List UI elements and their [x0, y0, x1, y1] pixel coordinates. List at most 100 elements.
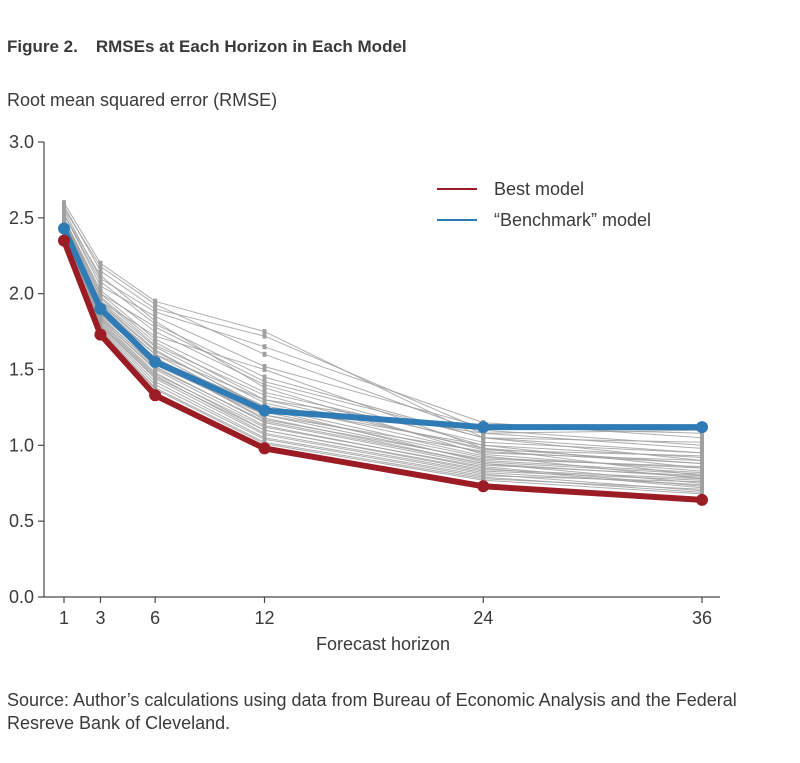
other-model-point [700, 483, 704, 489]
other-model-point [153, 318, 158, 324]
other-model-line [63, 217, 703, 469]
best-model-point [696, 493, 708, 506]
other-model-line [63, 202, 703, 454]
other-model-line [63, 231, 703, 478]
other-model-point [700, 450, 704, 456]
other-model-line [63, 214, 703, 461]
other-model-point [700, 435, 704, 441]
other-model-point [262, 333, 267, 339]
other-model-point [700, 477, 704, 483]
other-model-point [98, 279, 103, 285]
figure-title-text: RMSEs at Each Horizon in Each Model [95, 37, 407, 56]
x-tick-label: 6 [150, 608, 160, 628]
other-model-line [63, 226, 703, 458]
other-model-point [481, 435, 486, 441]
other-model-point [700, 442, 704, 448]
benchmark-model-point [477, 421, 490, 434]
benchmark-model-point [696, 421, 708, 434]
other-model-point [153, 347, 158, 353]
other-model-line [63, 220, 703, 457]
other-model-point [153, 324, 158, 330]
other-model-point [62, 218, 66, 224]
other-model-point [153, 374, 158, 380]
other-model-point [98, 291, 103, 297]
other-model-point [153, 306, 158, 312]
y-tick-label: 3.0 [9, 132, 34, 152]
x-tick-label: 1 [59, 608, 69, 628]
other-model-point [262, 374, 267, 380]
other-model-point [481, 456, 486, 462]
best-model-point [258, 442, 271, 455]
other-model-point [481, 477, 486, 483]
other-model-point [262, 400, 267, 406]
other-model-point [98, 323, 103, 329]
benchmark-model-point [58, 222, 70, 235]
other-model-point [262, 351, 267, 357]
other-model-point [153, 342, 158, 348]
other-model-point [481, 439, 486, 445]
other-model-point [262, 344, 267, 350]
best-model-point [477, 480, 490, 493]
axes: 0.00.51.01.52.02.53.01 3 6 12 24 36 [9, 132, 720, 628]
y-tick-label: 0.0 [9, 587, 34, 607]
other-model-point [62, 212, 66, 218]
best-model-point [149, 389, 162, 402]
other-model-line [63, 232, 703, 487]
other-model-point [481, 442, 486, 448]
other-model-line [63, 205, 703, 446]
legend-label-benchmark: “Benchmark” model [494, 210, 651, 230]
best-model-line [61, 237, 705, 503]
other-model-lines [62, 200, 704, 497]
y-tick-label: 2.0 [9, 284, 34, 304]
other-model-point [262, 379, 267, 385]
other-model-point [153, 313, 158, 319]
other-model-point [153, 371, 158, 377]
other-model-point [153, 379, 158, 385]
y-tick-label: 2.5 [9, 208, 34, 228]
y-tick-label: 1.5 [9, 360, 34, 380]
other-model-line [63, 217, 703, 443]
other-model-point [262, 392, 267, 398]
other-model-point [481, 430, 486, 436]
legend-label-best: Best model [494, 179, 584, 199]
other-model-line [63, 222, 703, 434]
other-model-point [98, 295, 103, 301]
benchmark-model-point [258, 404, 271, 417]
other-model-point [262, 436, 267, 442]
other-model-point [262, 367, 267, 372]
other-model-point [262, 385, 267, 391]
other-model-point [98, 260, 103, 266]
other-model-point [98, 283, 103, 289]
other-model-point [262, 382, 267, 388]
benchmark-model-line [61, 225, 705, 431]
other-model-point [153, 382, 158, 388]
other-model-point [62, 206, 66, 212]
best-model-point [94, 328, 107, 341]
other-model-point [153, 301, 158, 307]
other-model-point [98, 288, 103, 294]
other-model-point [262, 389, 267, 395]
other-model-point [262, 397, 267, 403]
other-model-point [153, 386, 158, 392]
other-model-point [262, 424, 267, 430]
other-model-point [700, 453, 704, 459]
other-model-point [153, 336, 158, 342]
other-model-point [153, 298, 158, 304]
other-model-point [481, 461, 486, 467]
x-tick-label: 12 [254, 608, 274, 628]
other-model-point [481, 451, 486, 457]
x-axis-label: Forecast horizon [316, 634, 450, 654]
other-model-line [63, 214, 703, 472]
other-model-point [700, 491, 704, 497]
other-model-point [153, 365, 158, 371]
other-model-point [700, 445, 704, 451]
y-tick-label: 1.0 [9, 435, 34, 455]
other-model-point [98, 316, 103, 322]
other-model-point [98, 268, 103, 274]
legend: Best model “Benchmark” model [437, 179, 651, 230]
other-model-point [98, 276, 103, 281]
other-model-point [153, 339, 158, 345]
other-model-point [700, 439, 704, 445]
other-model-line [63, 234, 703, 481]
